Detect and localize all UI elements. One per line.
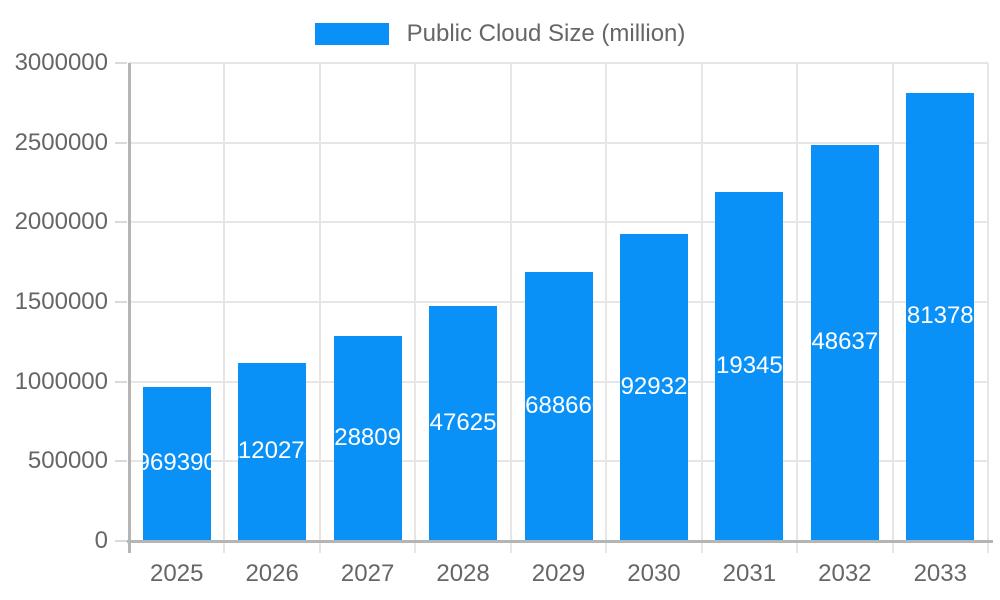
y-gridline xyxy=(129,62,988,64)
legend-label: Public Cloud Size (million) xyxy=(406,20,686,47)
bar-2026[interactable]: 1120273 xyxy=(238,362,307,540)
bar-2028[interactable]: 1476255 xyxy=(429,305,498,540)
bar-value-label: 969390 xyxy=(142,449,211,477)
bar-2025[interactable]: 969390 xyxy=(142,386,211,540)
y-tick-mark xyxy=(115,460,127,463)
y-tick-label: 0 xyxy=(94,527,108,554)
y-tick-label: 500000 xyxy=(27,447,108,475)
y-tick-label: 2000000 xyxy=(14,208,108,236)
x-gridline xyxy=(509,63,512,553)
bar-2027[interactable]: 1288097 xyxy=(333,335,402,540)
x-gridline xyxy=(605,63,608,553)
bar-2029[interactable]: 1688660 xyxy=(524,271,593,540)
legend-item[interactable]: Public Cloud Size (million) xyxy=(0,20,1000,48)
x-gridline xyxy=(223,63,226,553)
x-gridline xyxy=(796,63,799,553)
x-tick-label-2031: 2031 xyxy=(722,560,777,587)
x-tick-label-2026: 2026 xyxy=(245,560,299,587)
y-tick-label: 2500000 xyxy=(14,128,108,156)
bar-value-label: 2486377 xyxy=(811,328,879,356)
y-gridline xyxy=(129,141,988,144)
y-tick-mark xyxy=(115,62,127,64)
x-gridline xyxy=(891,63,894,553)
bar-value-label: 1288097 xyxy=(334,423,402,451)
bar-value-label: 1929325 xyxy=(620,372,688,400)
x-tick-label-2030: 2030 xyxy=(627,560,681,587)
bar-value-label: 1688660 xyxy=(525,391,593,419)
bar-value-label: 2813789 xyxy=(906,302,974,330)
y-tick-mark xyxy=(115,540,127,542)
x-tick-label-2029: 2029 xyxy=(531,560,586,587)
x-gridline xyxy=(700,63,703,553)
y-tick-mark xyxy=(115,221,127,224)
x-tick-label-2028: 2028 xyxy=(436,560,490,587)
bar-2030[interactable]: 1929325 xyxy=(619,233,688,540)
y-tick-label: 1000000 xyxy=(14,367,108,395)
bar-value-label: 1120273 xyxy=(238,437,306,465)
x-gridline xyxy=(318,63,321,553)
bar-value-label: 2193456 xyxy=(715,351,783,379)
x-tick-label-2025: 2025 xyxy=(150,560,204,587)
y-gridline xyxy=(129,221,988,224)
y-axis-line xyxy=(128,63,131,553)
x-axis-line xyxy=(127,540,993,543)
x-gridline xyxy=(414,63,417,553)
bar-value-label: 1476255 xyxy=(429,408,497,436)
bar-2032[interactable]: 2486377 xyxy=(810,144,879,540)
x-tick-label-2027: 2027 xyxy=(340,560,395,587)
bar-2031[interactable]: 2193456 xyxy=(715,191,784,540)
bar-2033[interactable]: 2813789 xyxy=(906,92,975,540)
y-tick-label: 3000000 xyxy=(14,49,108,76)
y-tick-mark xyxy=(115,380,127,383)
y-tick-mark xyxy=(115,301,127,303)
legend-swatch xyxy=(314,23,389,45)
y-tick-label: 1500000 xyxy=(14,288,108,315)
x-tick-label-2032: 2032 xyxy=(818,560,872,587)
x-tick-label-2033: 2033 xyxy=(913,560,967,587)
y-tick-mark xyxy=(115,141,127,144)
x-gridline xyxy=(987,63,989,553)
